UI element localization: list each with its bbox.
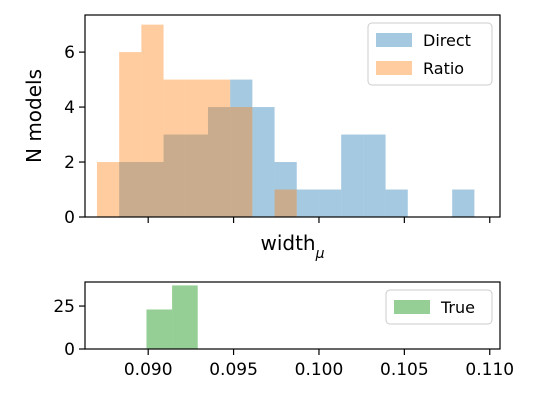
y-tick-label: 6 — [64, 43, 75, 63]
x-tick-label: 0.090 — [124, 360, 173, 380]
bar-ratio-8 — [274, 189, 297, 217]
series-true — [146, 285, 198, 349]
legend: Direct Ratio — [367, 22, 493, 86]
x-axis-label: widthμ — [260, 231, 324, 262]
series-ratio — [96, 24, 297, 218]
bar-direct-12 — [385, 189, 408, 217]
y-axis-label: N models — [22, 69, 46, 163]
bar-ratio-0 — [96, 162, 120, 217]
top-histogram-panel: 0 2 4 6 N models widthμ Direct Ratio — [22, 14, 501, 262]
bar-direct-8 — [296, 189, 319, 217]
bar-direct-9 — [318, 189, 342, 217]
y-tick-label: 0 — [64, 340, 75, 360]
legend-swatch-direct — [376, 33, 412, 47]
x-tick-label: 0.095 — [209, 360, 258, 380]
legend: True — [385, 289, 493, 325]
bar-direct-3 — [185, 134, 208, 217]
x-tick-label: 0.110 — [465, 360, 514, 380]
y-tick-label: 25 — [53, 297, 75, 317]
bar-direct-1 — [141, 162, 164, 217]
series-direct — [119, 79, 475, 217]
bar-ratio-1 — [119, 52, 142, 218]
y-tick-label: 0 — [64, 208, 75, 228]
bar-ratio-2 — [141, 24, 164, 217]
bottom-histogram-panel: 0 25 0.090 0.095 0.100 0.105 0.110 True — [53, 281, 514, 380]
legend-swatch-true — [394, 300, 430, 314]
legend-label-direct: Direct — [423, 31, 471, 50]
bar-direct-6 — [252, 107, 275, 217]
legend-swatch-ratio — [376, 61, 412, 75]
bar-ratio-6 — [230, 107, 253, 217]
axes-frame — [84, 14, 501, 218]
bar-direct-15 — [452, 189, 475, 217]
bar-direct-0 — [119, 162, 142, 217]
y-tick-label: 4 — [64, 98, 75, 118]
legend-label-true: True — [440, 298, 475, 317]
bar-true-1 — [172, 285, 198, 349]
bar-direct-4 — [207, 107, 231, 217]
bar-direct-7 — [274, 162, 297, 217]
bar-ratio-4 — [185, 79, 208, 217]
bar-ratio-3 — [163, 79, 186, 217]
bar-true-0 — [146, 309, 173, 349]
legend-box — [385, 289, 493, 325]
bar-direct-2 — [163, 134, 186, 217]
bar-direct-10 — [341, 134, 364, 217]
legend-label-ratio: Ratio — [423, 59, 464, 78]
bar-ratio-5 — [207, 79, 231, 217]
x-tick-label: 0.100 — [295, 360, 344, 380]
bar-direct-11 — [363, 134, 386, 217]
x-tick-label: 0.105 — [380, 360, 429, 380]
y-tick-label: 2 — [64, 153, 75, 173]
bar-direct-5 — [230, 79, 253, 217]
axes-frame — [84, 281, 501, 350]
legend-box — [367, 22, 493, 86]
